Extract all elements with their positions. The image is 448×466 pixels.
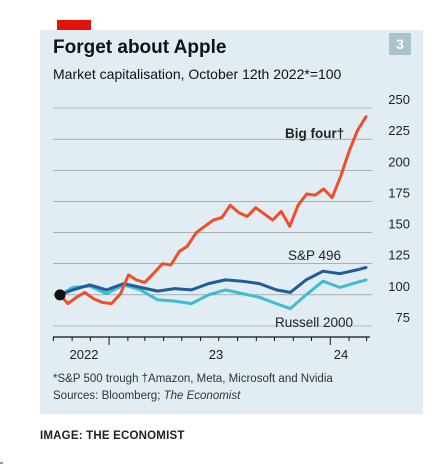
series-line-2	[58, 278, 368, 311]
trough-marker	[54, 289, 66, 301]
x-axis: 2022 23 24	[52, 336, 370, 362]
chart-number-badge: 3	[389, 33, 411, 55]
x-tick-label: 24	[334, 347, 348, 362]
y-tick-label: 225	[388, 123, 410, 138]
chart-sources: Sources: Bloomberg; The Economist	[53, 390, 240, 402]
y-tick-label: 125	[388, 248, 410, 263]
chart-panel	[40, 30, 423, 414]
series-label: Russell 2000	[275, 315, 353, 330]
y-tick-label: 250	[388, 92, 410, 107]
x-tick-label: 2022	[70, 347, 99, 362]
series-line-0	[58, 115, 368, 306]
series-lines	[54, 115, 368, 311]
y-tick-label: 100	[388, 279, 410, 294]
chart-title: Forget about Apple	[53, 37, 227, 58]
sources-prefix: Sources: Bloomberg;	[53, 390, 164, 402]
edge-mark	[0, 462, 3, 464]
series-line-1	[58, 266, 368, 297]
y-tick-label: 175	[388, 185, 410, 200]
series-label: Big four†	[285, 126, 344, 141]
gridlines: 75 100 125 150 175 200 225 250	[53, 92, 410, 327]
y-tick-label: 150	[388, 217, 410, 232]
chart-subtitle: Market capitalisation, October 12th 2022…	[53, 66, 342, 82]
y-tick-label: 200	[388, 154, 410, 169]
image-credit: IMAGE: THE ECONOMIST	[40, 430, 185, 442]
chart-labels: Big four† S&P 496 Russell 2000	[275, 126, 353, 330]
economist-red-tag	[57, 20, 91, 30]
series-label: S&P 496	[288, 248, 341, 263]
y-tick-label: 75	[396, 310, 410, 325]
x-tick-label: 23	[209, 347, 223, 362]
sources-publication: The Economist	[163, 390, 241, 402]
chart-footnote: *S&P 500 trough †Amazon, Meta, Microsoft…	[53, 373, 333, 385]
